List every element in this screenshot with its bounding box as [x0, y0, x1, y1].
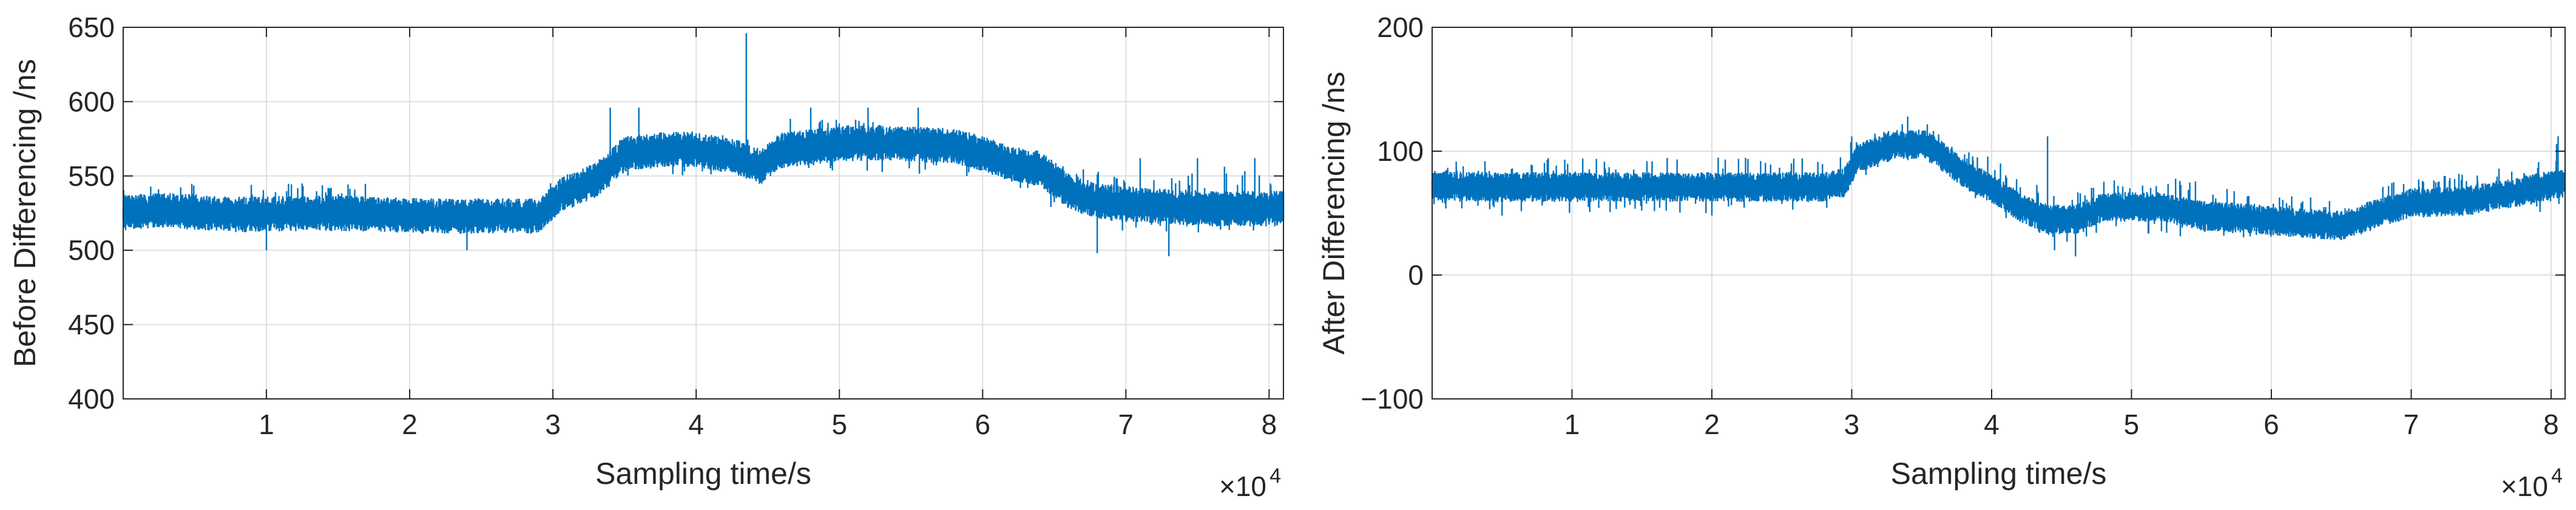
axes-box [123, 27, 1284, 399]
y-axis-label: After Differencing /ns [1317, 72, 1351, 355]
y-axis-label: Before Differencing /ns [8, 59, 42, 367]
y-tick-label: 100 [1377, 135, 1424, 167]
x-tick-label: 7 [1118, 409, 1134, 440]
x-exponent-power: 4 [2551, 464, 2563, 488]
chart-after-differencing: 1 2 3 4 5 6 7 8 −100 0 100 200 Sampling time/s After … [1317, 12, 2566, 502]
x-tick-label: 5 [2124, 409, 2140, 440]
x-tick-label: 2 [1704, 409, 1720, 440]
x-tick-label: 2 [402, 409, 418, 440]
chart-before-differencing: 1 2 3 4 5 6 7 8 400 450 500 550 600 650 Sampling time/… [8, 12, 1285, 502]
y-tick-label: −100 [1361, 383, 1424, 415]
y-tick-label: 500 [68, 234, 115, 266]
y-tick-label: 550 [68, 160, 115, 192]
x-tick-label: 1 [1564, 409, 1580, 440]
y-tick-label: 400 [68, 383, 115, 415]
x-tick-label: 8 [2543, 409, 2559, 440]
y-tick-label: 0 [1408, 259, 1424, 291]
y-tick-label: 450 [68, 309, 115, 341]
x-tick-label: 4 [688, 409, 704, 440]
y-tick-label: 200 [1377, 12, 1424, 43]
y-tick-label: 650 [68, 12, 115, 43]
x-tick-label: 6 [975, 409, 990, 440]
x-tick-label: 8 [1262, 409, 1277, 440]
x-exponent-label: ×10 [2501, 471, 2548, 502]
x-exponent-power: 4 [1269, 464, 1281, 488]
x-tick-label: 6 [2263, 409, 2279, 440]
x-axis-label: Sampling time/s [1891, 457, 2107, 491]
x-tick-label: 5 [831, 409, 847, 440]
x-tick-label: 4 [1984, 409, 2000, 440]
axes-box [1432, 27, 2566, 399]
x-axis-label: Sampling time/s [595, 457, 811, 491]
x-exponent-label: ×10 [1219, 471, 1266, 502]
x-tick-label: 1 [259, 409, 274, 440]
x-tick-label: 3 [545, 409, 561, 440]
x-tick-label: 3 [1844, 409, 1860, 440]
x-tick-label: 7 [2404, 409, 2419, 440]
y-tick-label: 600 [68, 86, 115, 117]
